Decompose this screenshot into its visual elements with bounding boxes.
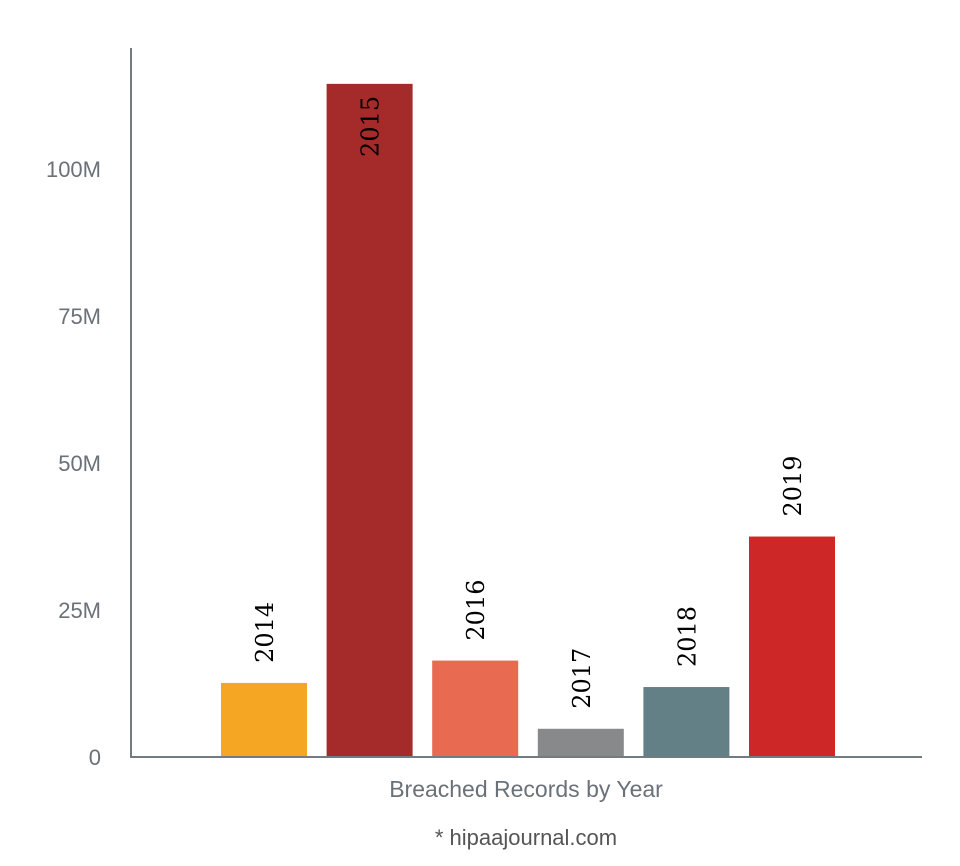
bar-2019 <box>749 536 835 757</box>
bar-2015 <box>326 83 413 758</box>
bar-2014 <box>221 682 307 757</box>
bar-label: 2014 <box>251 602 279 663</box>
bar-label: 2017 <box>568 648 596 709</box>
bar-label: 2019 <box>779 455 807 516</box>
y-tick-label: 25M <box>58 598 101 623</box>
y-tick-label: 0 <box>89 745 101 770</box>
bar-2016 <box>432 660 519 757</box>
y-tick-label: 50M <box>58 451 101 476</box>
bar-2018 <box>643 687 730 757</box>
source-note: * hipaajournal.com <box>435 825 617 850</box>
y-tick-label: 75M <box>58 304 101 329</box>
y-tick-label: 100M <box>46 157 101 182</box>
bar-2017 <box>537 728 624 757</box>
bar-label: 2015 <box>357 96 385 157</box>
x-axis-label: Breached Records by Year <box>389 776 663 802</box>
bar-label: 2016 <box>462 580 490 641</box>
bar-label: 2018 <box>673 606 701 667</box>
